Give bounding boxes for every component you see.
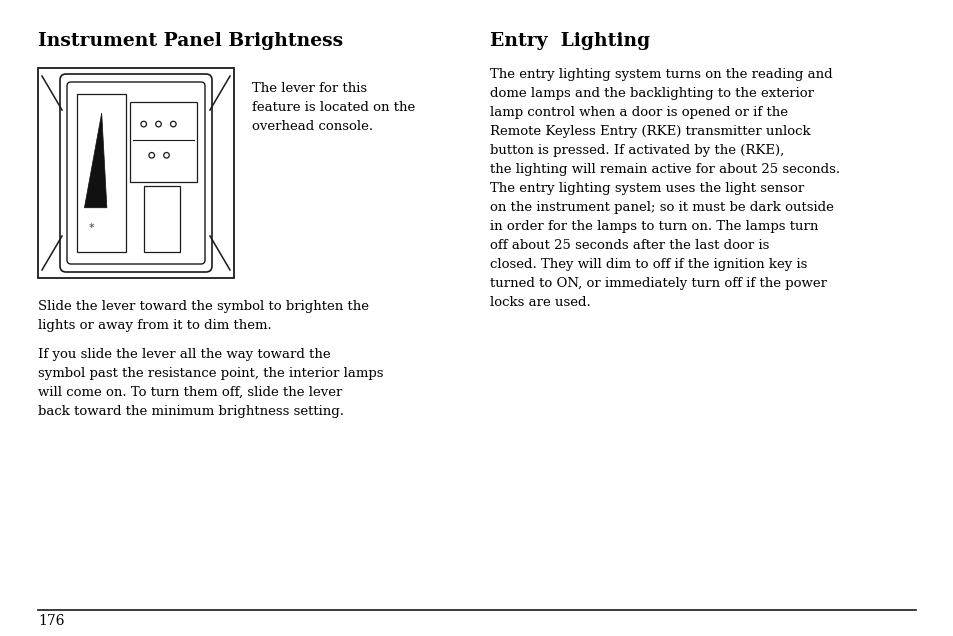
Bar bbox=[144, 186, 180, 252]
FancyBboxPatch shape bbox=[60, 74, 212, 272]
Bar bbox=[131, 102, 196, 182]
Text: Slide the lever toward the symbol to brighten the
lights or away from it to dim : Slide the lever toward the symbol to bri… bbox=[38, 300, 369, 332]
Bar bbox=[77, 94, 126, 252]
Text: The entry lighting system turns on the reading and
dome lamps and the backlighti: The entry lighting system turns on the r… bbox=[490, 68, 840, 309]
Text: 176: 176 bbox=[38, 614, 65, 628]
Text: If you slide the lever all the way toward the
symbol past the resistance point, : If you slide the lever all the way towar… bbox=[38, 348, 383, 418]
Text: Entry  Lighting: Entry Lighting bbox=[490, 32, 650, 50]
Polygon shape bbox=[84, 113, 107, 208]
Text: *: * bbox=[89, 223, 94, 233]
Bar bbox=[38, 68, 233, 278]
FancyBboxPatch shape bbox=[67, 82, 205, 264]
Text: The lever for this
feature is located on the
overhead console.: The lever for this feature is located on… bbox=[252, 82, 415, 133]
Text: Instrument Panel Brightness: Instrument Panel Brightness bbox=[38, 32, 343, 50]
